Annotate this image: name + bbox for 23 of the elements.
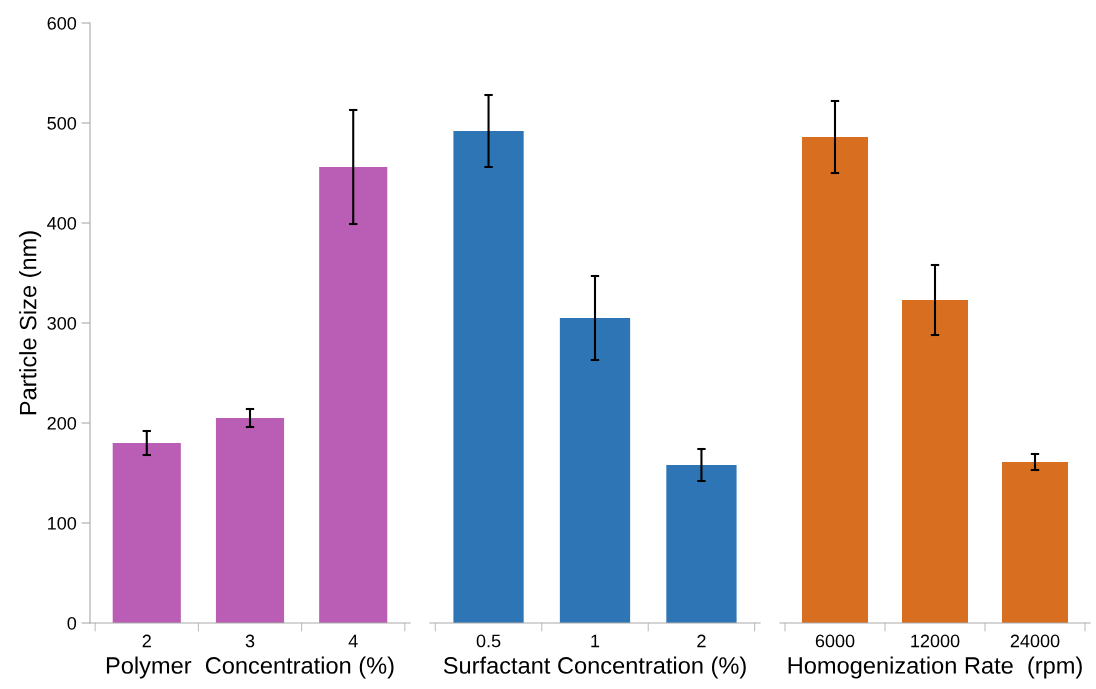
y-tick-label: 600 (47, 16, 77, 30)
y-tick-label: 300 (47, 316, 77, 330)
x-tick-label: 1 (591, 634, 600, 648)
y-tick-label: 500 (47, 116, 77, 130)
bar (215, 418, 285, 623)
x-tick-label: 2 (142, 634, 151, 648)
bar (319, 167, 388, 623)
x-axis-title: Homogenization Rate (rpm) (788, 656, 1082, 679)
x-tick-label: 4 (348, 634, 358, 648)
y-tick-label: 400 (47, 216, 77, 230)
y-tick-label: 200 (47, 416, 77, 430)
bar (112, 443, 181, 623)
y-axis-title: Particle Size (nm) (19, 231, 42, 415)
x-tick-label: 12000 (911, 634, 960, 648)
x-tick-label: 3 (245, 634, 255, 648)
y-tick-label: 100 (48, 516, 77, 530)
x-axis-title: Surfactant Concentration (%) (443, 656, 746, 679)
x-tick-label: 2 (697, 634, 706, 648)
x-axis-title: Polymer Concentration (%) (106, 656, 394, 679)
x-tick-label: 24000 (1010, 634, 1060, 648)
y-tick-label: 0 (67, 616, 77, 630)
x-tick-label: 0.5 (476, 634, 501, 648)
x-tick-label: 6000 (815, 634, 855, 648)
